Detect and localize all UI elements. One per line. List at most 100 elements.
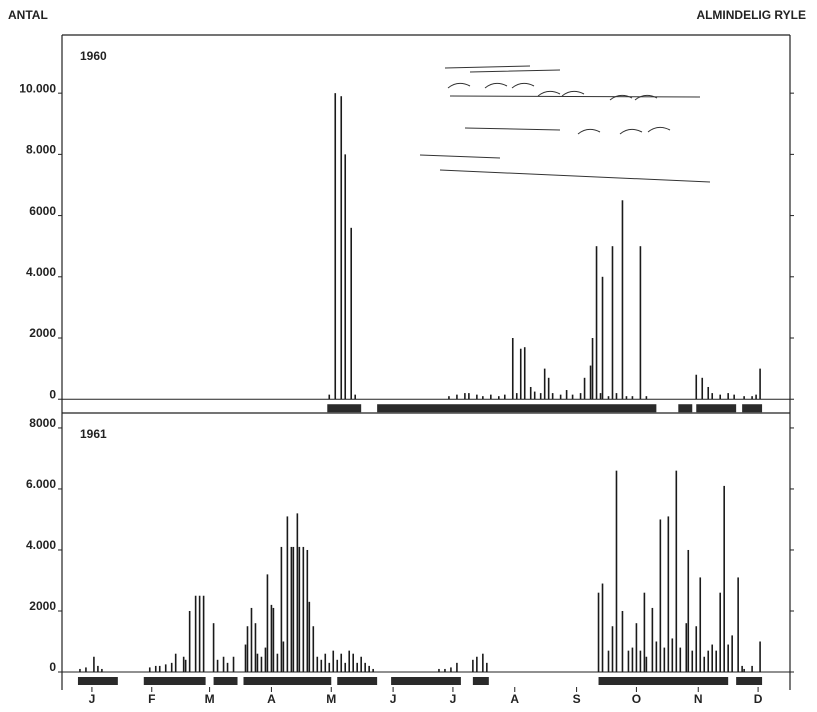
bar bbox=[348, 650, 351, 673]
bar bbox=[154, 665, 157, 673]
y-axis-label: ANTAL bbox=[8, 8, 48, 22]
bar bbox=[615, 393, 618, 400]
bar bbox=[707, 650, 710, 673]
bar bbox=[715, 650, 718, 673]
x-tick-label: J bbox=[390, 692, 397, 706]
bar bbox=[198, 595, 201, 673]
bar bbox=[733, 394, 735, 400]
bird-sketch bbox=[419, 65, 711, 183]
bar bbox=[272, 607, 275, 673]
bar bbox=[328, 394, 331, 400]
observation-period bbox=[143, 677, 206, 686]
bar bbox=[743, 396, 745, 400]
bar bbox=[216, 659, 219, 673]
bar bbox=[533, 391, 536, 400]
bar bbox=[599, 393, 602, 400]
bar bbox=[264, 647, 267, 673]
bar bbox=[645, 656, 648, 673]
bar bbox=[182, 656, 185, 673]
bar bbox=[685, 623, 688, 673]
bar bbox=[256, 653, 259, 673]
bar bbox=[254, 623, 257, 673]
bar bbox=[292, 546, 295, 673]
bar bbox=[679, 647, 682, 673]
observation-period bbox=[736, 677, 763, 686]
y-tick-label: 0 bbox=[49, 660, 56, 674]
observation-period bbox=[678, 404, 693, 413]
bar bbox=[334, 93, 337, 400]
bar bbox=[511, 338, 514, 400]
bar bbox=[306, 549, 309, 673]
bar bbox=[737, 577, 739, 673]
bar bbox=[356, 662, 358, 673]
bar bbox=[482, 396, 484, 400]
bar bbox=[202, 595, 205, 673]
bar bbox=[280, 546, 283, 673]
bar bbox=[675, 470, 678, 673]
bar bbox=[597, 592, 600, 673]
y-tick-label: 2000 bbox=[29, 599, 56, 613]
bar bbox=[595, 246, 598, 400]
bar bbox=[759, 641, 761, 673]
bar bbox=[450, 667, 452, 673]
bar bbox=[651, 607, 654, 673]
bar bbox=[328, 662, 331, 673]
bar bbox=[188, 610, 191, 673]
figure-title: ALMINDELIG RYLE bbox=[696, 8, 806, 22]
bar bbox=[298, 546, 301, 673]
bar bbox=[476, 394, 478, 400]
observation-period bbox=[77, 677, 118, 686]
x-tick-label: M bbox=[205, 692, 215, 706]
bar bbox=[631, 396, 634, 400]
panel-label: 1960 bbox=[80, 49, 107, 63]
x-tick-label: A bbox=[510, 692, 519, 706]
bar bbox=[727, 393, 729, 400]
bar bbox=[302, 546, 305, 673]
bar bbox=[755, 394, 757, 400]
observation-period bbox=[472, 677, 489, 686]
bar bbox=[350, 227, 353, 400]
bar bbox=[312, 626, 315, 673]
bar bbox=[695, 626, 698, 673]
bar bbox=[296, 513, 299, 673]
observation-period bbox=[742, 404, 763, 413]
bar bbox=[336, 659, 339, 673]
bar bbox=[667, 516, 670, 673]
bar bbox=[743, 668, 745, 673]
x-tick-label: A bbox=[267, 692, 276, 706]
bar bbox=[589, 365, 592, 400]
observation-period bbox=[696, 404, 737, 413]
bar bbox=[148, 667, 151, 673]
bar bbox=[607, 650, 610, 673]
bar bbox=[671, 638, 674, 673]
y-tick-label: 0 bbox=[49, 387, 56, 401]
bar bbox=[503, 394, 506, 400]
bar bbox=[438, 668, 440, 673]
bar bbox=[639, 246, 642, 400]
bar bbox=[444, 668, 446, 673]
bar bbox=[232, 656, 235, 673]
bar bbox=[515, 393, 518, 400]
y-tick-label: 6.000 bbox=[26, 477, 56, 491]
bar bbox=[627, 650, 630, 673]
x-tick-label: J bbox=[89, 692, 96, 706]
bar bbox=[645, 396, 648, 400]
bar bbox=[711, 644, 714, 673]
bar bbox=[354, 394, 356, 400]
bar bbox=[164, 664, 167, 673]
y-tick-label: 2000 bbox=[29, 326, 56, 340]
bar bbox=[194, 595, 197, 673]
panel-label: 1961 bbox=[80, 427, 107, 441]
bar bbox=[222, 656, 225, 673]
bar bbox=[344, 662, 347, 673]
bar bbox=[559, 394, 562, 400]
bar bbox=[701, 377, 704, 400]
bar bbox=[699, 577, 702, 673]
bar bbox=[719, 592, 721, 673]
bar bbox=[79, 668, 81, 673]
bar bbox=[344, 154, 347, 400]
bar bbox=[719, 394, 721, 400]
bar bbox=[523, 347, 526, 400]
x-tick-label: N bbox=[694, 692, 703, 706]
bar bbox=[607, 396, 610, 400]
